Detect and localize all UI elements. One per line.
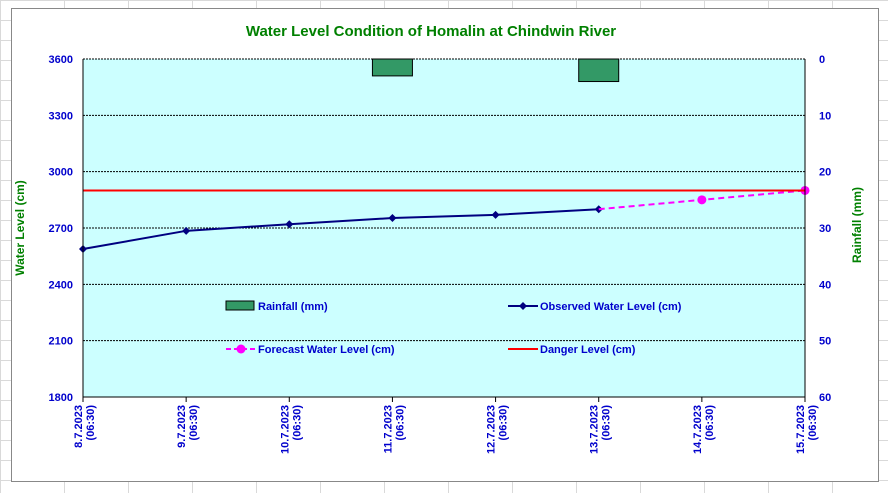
x-tick-time: (06:30) [807, 405, 819, 441]
y-tick-label: 2400 [49, 279, 73, 291]
y-tick-label: 2700 [49, 223, 73, 235]
x-tick-label: 8.7.2023 (06:30) [73, 405, 97, 448]
x-tick-date: 15.7.2023 [795, 405, 807, 454]
y-tick-label: 3600 [49, 54, 73, 66]
x-tick-time: (06:30) [498, 405, 510, 441]
legend-swatch [225, 300, 255, 311]
y2-tick-label: 30 [819, 223, 831, 235]
chart-title: Water Level Condition of Homalin at Chin… [246, 23, 616, 40]
x-tick-label: 14.7.2023 (06:30) [692, 405, 716, 454]
x-tick-label: 9.7.2023 (06:30) [176, 405, 200, 448]
observed-point [491, 210, 500, 219]
y2-tick-label: 10 [819, 110, 831, 122]
x-tick-label: 13.7.2023 (06:30) [589, 405, 613, 454]
forecast-point [697, 195, 707, 205]
x-tick-label: 15.7.2023 (06:30) [795, 405, 819, 454]
observed-point [388, 214, 397, 223]
x-tick-date: 14.7.2023 [692, 405, 704, 454]
legend-marker [236, 344, 246, 354]
legend-label: Forecast Water Level (cm) [258, 344, 395, 356]
y-tick-label: 3300 [49, 110, 73, 122]
legend-marker [519, 302, 527, 310]
observed-point [285, 220, 294, 229]
y-tick-label: 3000 [49, 167, 73, 179]
x-tick-date: 9.7.2023 [176, 405, 188, 448]
legend-item: Rainfall (mm) [225, 300, 328, 313]
y-tick-label: 1800 [49, 392, 73, 404]
x-tick-label: 10.7.2023 (06:30) [279, 405, 303, 454]
x-tick-time: (06:30) [188, 405, 200, 441]
legend-item: Observed Water Level (cm) [508, 301, 682, 313]
x-tick-time: (06:30) [85, 405, 97, 441]
legend-label: Rainfall (mm) [258, 301, 328, 313]
observed-point [182, 226, 191, 235]
x-tick-label: 11.7.2023 (06:30) [382, 405, 406, 454]
y2-tick-label: 50 [819, 336, 831, 348]
x-tick-date: 11.7.2023 [382, 405, 394, 453]
rainfall-bar [371, 58, 413, 77]
legend-item: Danger Level (cm) [508, 344, 636, 356]
y2-tick-label: 20 [819, 167, 831, 179]
x-tick-date: 8.7.2023 [73, 405, 85, 448]
rainfall-bar [578, 58, 620, 83]
x-tick-time: (06:30) [704, 405, 716, 441]
x-tick-date: 12.7.2023 [486, 405, 498, 454]
legend-label: Observed Water Level (cm) [540, 301, 682, 313]
y2-axis-label: Rainfall (mm) [850, 187, 864, 263]
x-tick-time: (06:30) [601, 405, 613, 441]
x-tick-time: (06:30) [394, 405, 406, 441]
y-axis-label: Water Level (cm) [13, 180, 27, 276]
y-tick-label: 2100 [49, 336, 73, 348]
y2-tick-label: 40 [819, 279, 831, 291]
x-tick-date: 13.7.2023 [589, 405, 601, 454]
x-tick-label: 12.7.2023 (06:30) [486, 405, 510, 454]
y2-tick-label: 60 [819, 392, 831, 404]
series-line [82, 208, 599, 251]
y2-tick-label: 0 [819, 54, 825, 66]
legend-label: Danger Level (cm) [540, 344, 636, 356]
x-tick-time: (06:30) [291, 405, 303, 441]
legend-item: Forecast Water Level (cm) [226, 344, 395, 356]
x-tick-date: 10.7.2023 [279, 405, 291, 454]
